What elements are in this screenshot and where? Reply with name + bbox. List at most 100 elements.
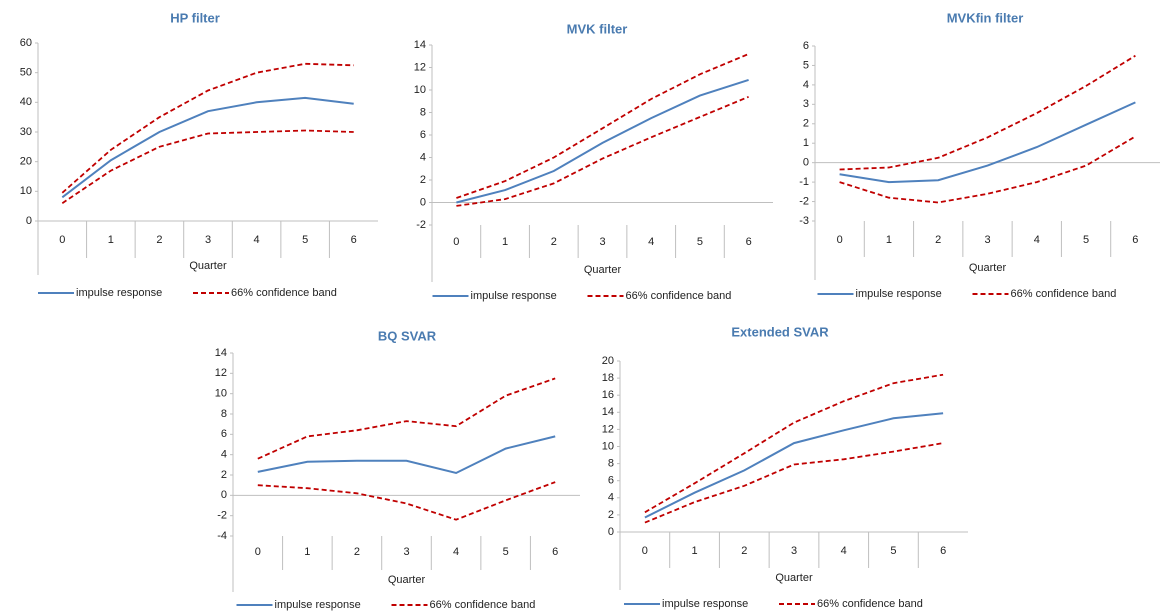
y-tick-label: 10 [414, 84, 426, 96]
x-tick-label: 0 [642, 545, 648, 557]
x-tick-label: 6 [351, 234, 357, 246]
x-tick-label: 0 [837, 234, 843, 246]
y-tick-label: -2 [416, 219, 426, 231]
x-tick-label: 4 [1034, 234, 1040, 246]
confidence-band-line [61, 62, 354, 194]
confidence-band-line [644, 442, 944, 524]
y-tick-label: 50 [20, 67, 32, 79]
y-tick-label: -2 [217, 510, 227, 522]
chart-title: BQ SVAR [378, 328, 437, 343]
legend-label: 66% confidence band [626, 290, 732, 302]
chart-panel: MVKfin filter -3 -2 -1 0 1 2 3 4 5 6 0 1 2 3 4 5 6 Quarter… [799, 10, 1160, 300]
x-tick-label: 4 [648, 236, 654, 248]
y-tick-label: 10 [20, 185, 32, 197]
x-tick-label: 1 [886, 234, 892, 246]
y-tick-label: 6 [221, 428, 227, 440]
impulse-line [456, 78, 749, 204]
legend-label: 66% confidence band [430, 599, 536, 611]
y-tick-label: 2 [221, 469, 227, 481]
y-tick-label: 10 [602, 440, 614, 452]
y-tick-label: 8 [221, 408, 227, 420]
x-tick-label: 1 [108, 234, 114, 246]
x-tick-label: 2 [354, 546, 360, 558]
x-tick-label: 2 [156, 234, 162, 246]
y-tick-label: 0 [420, 196, 426, 208]
y-tick-label: 0 [221, 489, 227, 501]
y-tick-label: 14 [414, 39, 426, 51]
y-tick-label: 4 [221, 449, 227, 461]
y-tick-label: 20 [20, 156, 32, 168]
chart-title: Extended SVAR [731, 324, 829, 339]
x-tick-label: 5 [1083, 234, 1089, 246]
y-tick-label: 14 [215, 347, 227, 359]
legend-label: impulse response [662, 598, 748, 610]
x-tick-label: 4 [453, 546, 459, 558]
confidence-band-line [839, 54, 1136, 171]
x-tick-label: 3 [403, 546, 409, 558]
y-tick-label: 1 [803, 137, 809, 149]
x-tick-label: 1 [502, 236, 508, 248]
y-tick-label: 0 [608, 526, 614, 538]
y-tick-label: 5 [803, 59, 809, 71]
impulse-line [257, 435, 556, 475]
x-axis-title: Quarter [584, 264, 622, 276]
legend-label: impulse response [471, 290, 557, 302]
y-tick-label: 8 [420, 106, 426, 118]
x-tick-label: 2 [935, 234, 941, 246]
x-axis-title: Quarter [775, 572, 813, 584]
confidence-band-line [257, 481, 556, 521]
confidence-band-line [456, 53, 749, 199]
y-tick-label: 12 [215, 367, 227, 379]
y-tick-label: 18 [602, 372, 614, 384]
y-tick-label: 10 [215, 388, 227, 400]
x-tick-label: 1 [304, 546, 310, 558]
y-tick-label: -4 [217, 530, 227, 542]
x-tick-label: 5 [697, 236, 703, 248]
impulse-line [839, 101, 1136, 184]
impulse-line [61, 96, 354, 199]
x-axis-title: Quarter [189, 260, 227, 272]
y-tick-label: 16 [602, 389, 614, 401]
confidence-band-line [456, 95, 749, 207]
y-tick-label: 30 [20, 126, 32, 138]
y-tick-label: 0 [26, 215, 32, 227]
x-tick-label: 2 [741, 545, 747, 557]
legend-label: 66% confidence band [817, 598, 923, 610]
legend-label: 66% confidence band [231, 287, 337, 299]
x-tick-label: 3 [791, 545, 797, 557]
confidence-band-line [644, 373, 944, 514]
x-tick-label: 1 [692, 545, 698, 557]
x-tick-label: 2 [551, 236, 557, 248]
confidence-band-line [61, 129, 354, 204]
y-tick-label: -2 [799, 195, 809, 207]
impulse-line [644, 412, 944, 519]
x-tick-label: 5 [302, 234, 308, 246]
legend-label: impulse response [275, 599, 361, 611]
y-tick-label: -3 [799, 215, 809, 227]
y-tick-label: 14 [602, 406, 614, 418]
legend-label: 66% confidence band [1011, 288, 1117, 300]
y-tick-label: 20 [602, 355, 614, 367]
chart-title: MVK filter [567, 21, 628, 36]
legend-label: impulse response [856, 288, 942, 300]
confidence-band-line [839, 135, 1136, 204]
x-tick-label: 4 [841, 545, 847, 557]
y-tick-label: 40 [20, 96, 32, 108]
y-tick-label: -1 [799, 176, 809, 188]
x-axis-title: Quarter [388, 574, 426, 586]
x-tick-label: 0 [255, 546, 261, 558]
y-tick-label: 8 [608, 458, 614, 470]
y-tick-label: 4 [803, 79, 809, 91]
y-tick-label: 2 [420, 174, 426, 186]
y-tick-label: 6 [803, 40, 809, 52]
x-tick-label: 5 [890, 545, 896, 557]
y-tick-label: 4 [608, 492, 614, 504]
x-tick-label: 3 [205, 234, 211, 246]
x-tick-label: 0 [453, 236, 459, 248]
y-tick-label: 0 [803, 157, 809, 169]
x-tick-label: 6 [1132, 234, 1138, 246]
y-tick-label: 3 [803, 98, 809, 110]
